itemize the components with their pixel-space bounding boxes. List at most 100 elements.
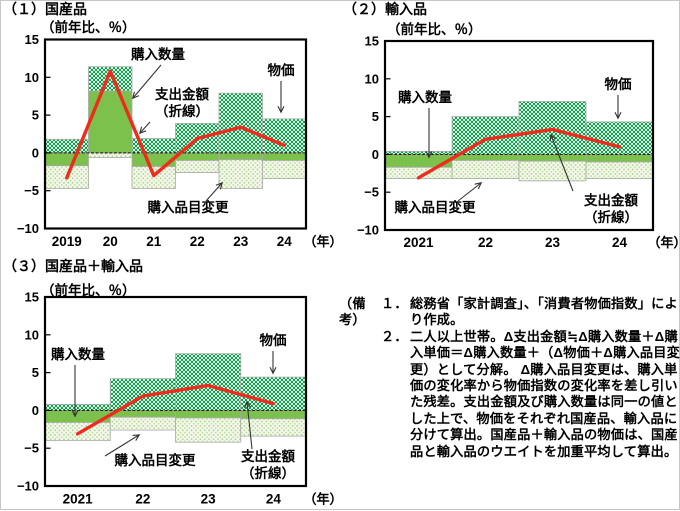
bar-quantity-20 xyxy=(88,90,133,154)
bar-item_change-23 xyxy=(518,160,587,182)
panel-unit-label: （前年比、％） xyxy=(41,19,136,35)
y-tick-label: 0 xyxy=(32,403,39,418)
x-tick-label: 24 xyxy=(277,234,293,249)
x-axis-year-suffix: （年） xyxy=(303,234,342,249)
annotation-quantity-label: 購入数量 xyxy=(50,346,105,362)
notes-label: （備考） xyxy=(339,296,366,328)
annotation-arrow-item-change-label xyxy=(205,181,224,202)
panel-title: （３）国産品＋輸入品 xyxy=(3,258,143,274)
x-tick-label: 24 xyxy=(612,235,628,250)
bar-quantity-22 xyxy=(175,152,220,161)
y-tick-label: 10 xyxy=(25,327,39,342)
x-tick-label: 2019 xyxy=(52,234,82,249)
x-tick-label: 23 xyxy=(545,235,561,250)
note-item: （備考） １． 総務省「家計調査」、「消費者物価指数」により作成。 xyxy=(339,296,680,329)
panel-title: （１）国産品 xyxy=(3,1,87,17)
annotation-spending-label: 支出金額 xyxy=(583,192,638,208)
annotation-item-change-label: 購入品目変更 xyxy=(394,199,476,215)
x-axis-year-suffix: （年） xyxy=(647,235,680,250)
annotation-quantity-label: 購入数量 xyxy=(397,89,452,105)
annotation-arrow-spending-label xyxy=(244,400,253,450)
bar-item_change-22 xyxy=(109,416,176,431)
bar-price-24 xyxy=(262,118,307,154)
bar-quantity-23 xyxy=(518,153,587,162)
chart-panel-domestic: （１）国産品 （前年比、％） 15 10 5 0 −5 −10 2019 20 21 22 23 24… xyxy=(3,1,343,249)
y-tick-label: 15 xyxy=(25,290,39,305)
y-tick-label: −5 xyxy=(364,185,379,200)
y-tick-label: 15 xyxy=(365,34,379,49)
bar-price-23 xyxy=(175,353,242,411)
y-tick-label: 10 xyxy=(25,70,39,85)
bar-item_change-24 xyxy=(262,160,307,180)
x-tick-label: 22 xyxy=(135,492,150,507)
plot-frame xyxy=(43,38,308,230)
note-number: １． xyxy=(381,296,408,311)
bar-item_change-23 xyxy=(175,417,242,443)
plot-frame xyxy=(43,295,308,488)
annotation-item-change-label: 購入品目変更 xyxy=(147,199,229,215)
spending-line xyxy=(416,127,622,180)
bar-item_change-23 xyxy=(218,159,263,189)
annotation-arrow-quantity-label xyxy=(132,64,162,100)
spending-line xyxy=(75,383,276,436)
y-tick-label: 5 xyxy=(372,109,379,124)
y-tick-label: 5 xyxy=(32,108,39,123)
x-tick-label: 23 xyxy=(233,234,249,249)
bar-quantity-24 xyxy=(262,152,307,161)
y-tick-label: −5 xyxy=(24,183,39,198)
x-tick-label: 2021 xyxy=(403,235,434,250)
annotation-price-label: 物価 xyxy=(260,332,287,348)
annotation-spending-label: （折線） xyxy=(584,209,638,225)
y-tick-label: 10 xyxy=(365,71,379,86)
y-tick-label: 0 xyxy=(372,147,379,162)
annotation-quantity-label: 購入数量 xyxy=(130,46,185,62)
bar-item_change-24 xyxy=(585,161,654,179)
x-tick-label: 22 xyxy=(478,235,493,250)
y-tick-label: −5 xyxy=(24,441,39,456)
x-tick-label: 23 xyxy=(201,492,217,507)
chart-body: 15 10 5 0 −5 −10 2019 20 21 22 23 24 （年） 購入数量支出金額（折線）… xyxy=(17,32,343,249)
bar-item_change-22 xyxy=(175,160,220,173)
x-tick-label: 21 xyxy=(146,234,162,249)
bar-price-24 xyxy=(240,376,307,411)
y-tick-label: −10 xyxy=(17,221,39,236)
panel-unit-label: （前年比、％） xyxy=(41,282,136,298)
bar-quantity-24 xyxy=(585,153,654,163)
x-tick-label: 2021 xyxy=(63,492,94,507)
bar-quantity-24 xyxy=(240,409,307,420)
note-text: 総務省「家計調査」、「消費者物価指数」により作成。 xyxy=(410,296,678,328)
panel-title: （２）輸入品 xyxy=(343,1,427,17)
bar-quantity-22 xyxy=(451,153,520,161)
annotation-arrow-spending-label xyxy=(549,133,574,192)
y-tick-label: −10 xyxy=(17,479,39,494)
bar-price-24 xyxy=(585,121,654,155)
note-number: ２． xyxy=(381,328,408,344)
y-tick-label: 15 xyxy=(25,32,39,47)
notes-block: （備考） １． 総務省「家計調査」、「消費者物価指数」により作成。 ２． 二人以… xyxy=(339,296,680,460)
annotation-price-label: 物価 xyxy=(605,76,633,92)
note-item: ２． 二人以上世帯。Δ支出金額≒Δ購入数量＋Δ購入単価＝Δ購入数量＋（Δ物価＋Δ… xyxy=(339,329,680,460)
bar-quantity-22 xyxy=(109,409,176,418)
y-tick-label: 0 xyxy=(32,145,39,160)
x-tick-label: 22 xyxy=(190,234,205,249)
bar-price-2021 xyxy=(44,403,111,411)
annotation-spending-label: 支出金額 xyxy=(240,448,295,464)
bar-item_change-2021 xyxy=(44,422,111,442)
bar-price-23 xyxy=(218,92,263,154)
annotation-item-change-label: 購入品目変更 xyxy=(114,452,196,468)
panel-unit-label: （前年比、％） xyxy=(387,21,482,37)
chart-panel-combined: （３）国産品＋輸入品 （前年比、％） 15 10 5 0 −5 −10 2021 22 23 24… xyxy=(3,258,343,507)
bar-quantity-2019 xyxy=(44,152,89,167)
y-tick-label: 5 xyxy=(32,365,39,380)
bar-quantity-23 xyxy=(218,152,263,161)
bar-item_change-20 xyxy=(88,152,133,158)
bar-item_change-22 xyxy=(451,160,520,179)
x-tick-label: 24 xyxy=(266,492,282,507)
note-text: 二人以上世帯。Δ支出金額≒Δ購入数量＋Δ購入単価＝Δ購入数量＋（Δ物価＋Δ購入品… xyxy=(410,328,680,459)
plot-frame xyxy=(383,39,655,232)
annotation-spending-label: 支出金額 xyxy=(154,86,209,102)
y-tick-label: −10 xyxy=(357,223,379,238)
